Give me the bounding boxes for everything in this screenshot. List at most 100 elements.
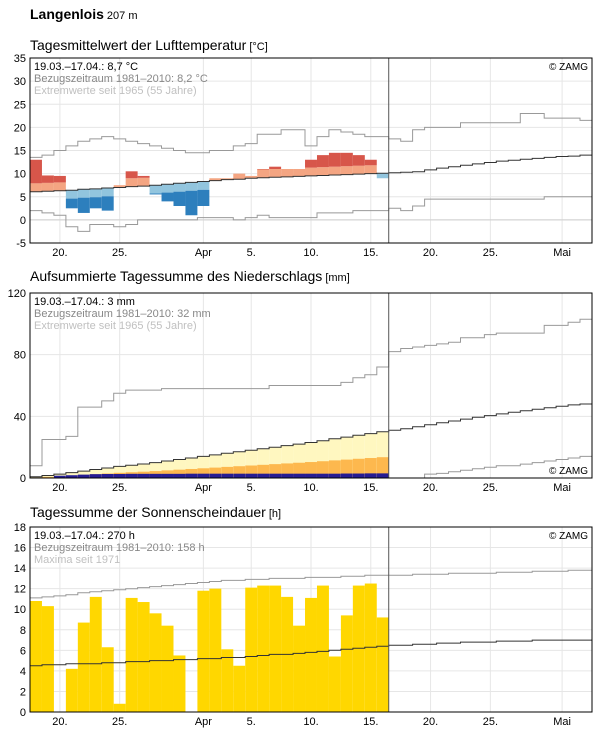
temp-anomaly-bar — [30, 183, 42, 192]
precip-current-area — [209, 467, 222, 478]
precip-current-sum — [185, 473, 198, 478]
info-line: Bezugszeitraum 1981–2010: 32 mm — [34, 308, 211, 320]
temp-anomaly-bar-strong — [161, 192, 174, 202]
temp-anomaly-bar-strong — [197, 189, 210, 206]
precip-reference-area — [269, 447, 282, 478]
credit-label: © ZAMG — [549, 62, 588, 73]
temp-anomaly-bar-strong — [364, 159, 377, 166]
precip-current-sum — [257, 473, 270, 478]
temp-anomaly-bar — [221, 178, 234, 180]
info-line: Extremwerte seit 1965 (55 Jahre) — [34, 85, 197, 97]
temp-anomaly-bar — [364, 165, 377, 174]
temp-anomaly-bar — [352, 165, 365, 175]
precip-current-sum — [305, 473, 317, 478]
maxima-line — [30, 569, 592, 599]
y-tick-label: 30 — [14, 76, 26, 88]
sunshine-bar — [65, 668, 78, 712]
precip-reference-area — [185, 457, 198, 478]
temp-anomaly-bar — [305, 167, 317, 176]
precip-reference-area — [89, 469, 102, 478]
y-tick-label: 0 — [20, 707, 26, 719]
sunshine-bar — [316, 585, 329, 712]
x-tick-label: Apr — [195, 247, 212, 259]
y-tick-label: 8 — [20, 625, 26, 637]
sunshine-bar — [101, 647, 114, 712]
precip-current-sum — [65, 475, 78, 478]
precip-current-sum — [316, 473, 329, 478]
sunshine-bar — [137, 602, 150, 712]
x-tick-label: 25. — [483, 482, 498, 494]
precip-current-sum — [209, 473, 222, 478]
y-tick-label: 12 — [14, 584, 26, 596]
precip-reference-area — [233, 451, 246, 478]
temp-anomaly-bar — [376, 173, 389, 179]
sunshine-bar — [161, 625, 174, 712]
temperature-unit: [°C] — [249, 41, 268, 53]
precipitation-title: Aufsummierte Tagessumme des Niederschlag… — [30, 268, 323, 284]
precip-current-sum — [293, 473, 306, 478]
precip-reference-area — [352, 435, 365, 478]
y-tick-label: 40 — [14, 411, 26, 423]
sunshine-bar — [340, 615, 353, 712]
x-tick-label: 25. — [112, 716, 127, 728]
precip-reference-area — [125, 465, 138, 478]
precip-current-sum — [77, 474, 90, 478]
sunshine-panel-title: Tagessumme der Sonnenscheindauer [h] — [30, 504, 281, 520]
precip-current-area — [352, 458, 365, 478]
y-tick-label: 16 — [14, 543, 26, 555]
temp-anomaly-bar-strong — [352, 155, 365, 166]
precip-current-sum — [53, 475, 66, 478]
sunshine-bar — [89, 596, 102, 712]
temp-anomaly-bar-strong — [305, 159, 317, 168]
extreme-max-line — [30, 113, 592, 158]
extreme-max-line — [30, 318, 592, 467]
precip-reference-area — [245, 450, 258, 478]
x-tick-label: 5. — [247, 716, 256, 728]
temp-anomaly-bar — [89, 188, 102, 198]
precip-current-area — [197, 468, 210, 478]
y-tick-label: 120 — [8, 288, 26, 300]
temp-anomaly-bar-strong — [340, 152, 353, 167]
plot-frame — [29, 57, 593, 244]
precip-current-area — [269, 464, 282, 478]
precipitation-panel-title: Aufsummierte Tagessumme des Niederschlag… — [30, 268, 350, 284]
sunshine-bar — [173, 655, 186, 712]
y-tick-label: 35 — [14, 53, 26, 65]
precip-current-sum — [89, 474, 102, 478]
sunshine-bar — [376, 617, 389, 712]
precip-reference-area — [376, 431, 389, 478]
temp-anomaly-bar — [113, 185, 126, 188]
sunshine-bar — [125, 597, 138, 712]
temp-anomaly-bar — [197, 181, 210, 190]
x-tick-label: 25. — [483, 716, 498, 728]
reference-cumulative-line — [30, 403, 592, 478]
precip-current-sum — [269, 473, 282, 478]
sunshine-bar — [30, 601, 42, 712]
precipitation-unit: [mm] — [325, 272, 350, 284]
x-tick-label: 10. — [303, 716, 318, 728]
precip-current-area — [185, 468, 198, 478]
temp-anomaly-bar — [257, 169, 270, 178]
sunshine-bar — [293, 625, 306, 712]
precip-reference-area — [305, 442, 317, 478]
precip-current-area — [305, 462, 317, 478]
station-name: Langenlois — [30, 6, 104, 22]
temp-anomaly-bar — [293, 169, 306, 177]
precip-current-sum — [197, 473, 210, 478]
y-tick-label: 0 — [20, 473, 26, 485]
sunshine-bar — [245, 587, 258, 712]
precip-current-sum — [137, 473, 150, 478]
x-tick-label: 25. — [483, 247, 498, 259]
temp-anomaly-bar-strong — [77, 197, 90, 213]
temp-anomaly-bar-strong — [41, 175, 54, 183]
precip-reference-area — [113, 466, 126, 478]
x-tick-label: 5. — [247, 247, 256, 259]
y-tick-label: 10 — [14, 604, 26, 616]
sunshine-bar — [77, 622, 90, 712]
temp-anomaly-bar — [149, 185, 162, 194]
precip-current-area — [316, 461, 329, 478]
temp-anomaly-bar — [233, 173, 246, 180]
info-line: Extremwerte seit 1965 (55 Jahre) — [34, 320, 197, 332]
temp-anomaly-bar — [185, 182, 198, 191]
x-tick-label: 20. — [52, 482, 67, 494]
